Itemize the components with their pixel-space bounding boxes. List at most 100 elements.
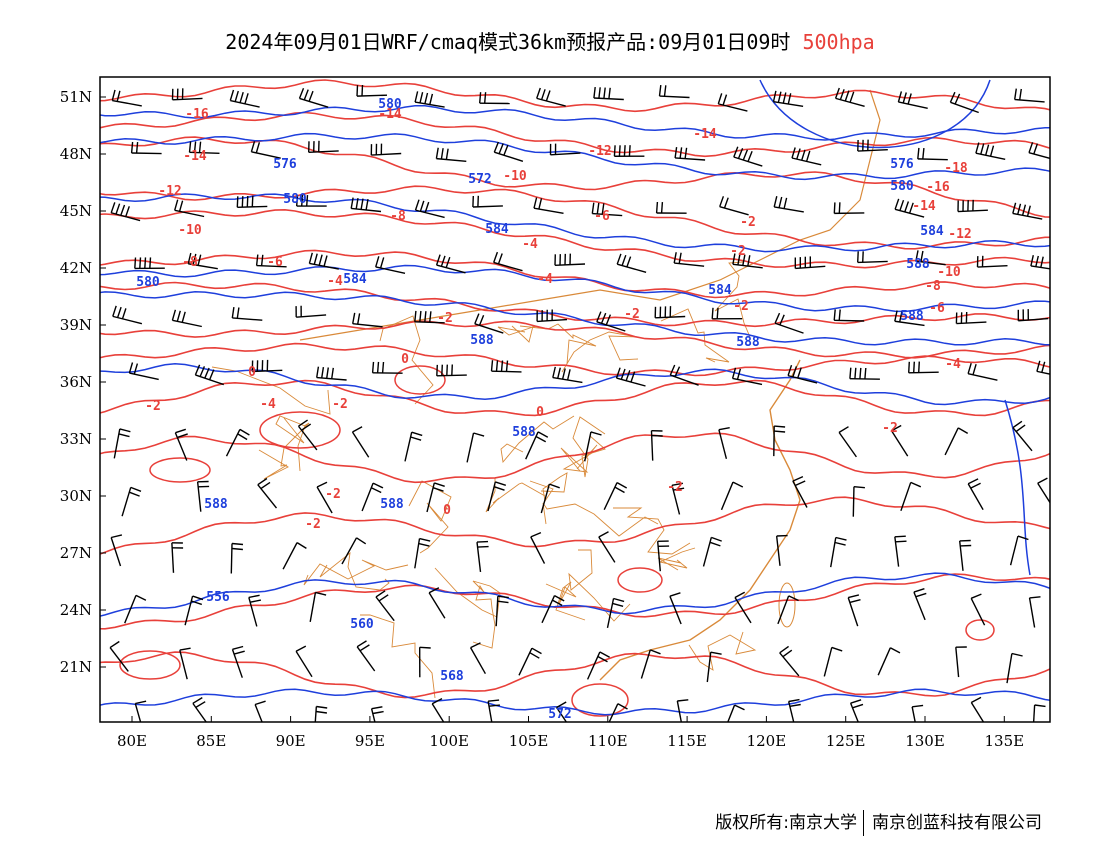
temperature-loop (571, 683, 629, 717)
title-main: 2024年09月01日WRF/cmaq模式36km预报产品:09月01日09时 (225, 30, 791, 54)
wind-barb (857, 251, 888, 264)
height-label: 588 (900, 309, 924, 324)
province-boundary (211, 366, 331, 415)
temperature-label: -6 (594, 209, 610, 224)
temperature-label: 0 (248, 365, 256, 380)
contour-labels: 580 576 572 580 584 584 580 584 588 588 588 588 588 5… (136, 97, 971, 722)
wind-barb (711, 307, 743, 320)
wind-barb (838, 426, 857, 458)
coastline (599, 359, 801, 681)
wind-barb (230, 542, 244, 574)
map-background (100, 77, 1050, 722)
wind-barb (371, 361, 403, 374)
lat-label: 36N (60, 373, 92, 391)
province-boundary (613, 507, 691, 555)
wind-barb (772, 90, 804, 107)
temperature-label: -4 (537, 272, 553, 287)
wind-barb (773, 425, 786, 457)
wind-barb (128, 362, 159, 381)
wind-barb (671, 482, 685, 515)
wind-barb (955, 646, 967, 678)
province-boundary (360, 614, 436, 699)
wind-barb (958, 539, 972, 571)
wind-barb (1028, 596, 1041, 628)
temperature-label: -4 (327, 274, 343, 289)
wind-barb (248, 594, 262, 627)
wind-barb (586, 651, 610, 680)
wind-barb (192, 697, 208, 722)
lat-label: 42N (60, 259, 92, 277)
wind-barb (779, 645, 800, 677)
province-boundary (500, 415, 575, 464)
wind-barb (418, 646, 431, 678)
temperature-contour (100, 573, 1050, 630)
wind-barb (894, 535, 907, 567)
lon-label: 130E (905, 732, 945, 750)
wind-barb (196, 480, 210, 512)
province-boundary (408, 480, 452, 554)
wind-barb (316, 366, 347, 381)
height-label: 556 (206, 590, 230, 605)
height-label: 584 (343, 272, 367, 287)
height-contour (100, 132, 1050, 181)
wind-barb (254, 700, 266, 722)
wind-barb (894, 198, 925, 218)
wind-barb (282, 542, 307, 570)
lat-label: 33N (60, 430, 92, 448)
temperature-label: -8 (925, 279, 941, 294)
wind-barb (316, 481, 333, 514)
wind-barb (194, 364, 225, 386)
wind-barb (847, 594, 861, 627)
island-outline (778, 582, 796, 628)
height-contour (100, 363, 1050, 406)
wind-barb (787, 364, 818, 384)
wind-barb (370, 143, 402, 156)
wind-barb (596, 311, 626, 332)
wind-barb (718, 427, 730, 459)
province-boundary (319, 551, 390, 591)
wind-barb (236, 195, 268, 208)
temperature-contour (100, 379, 1050, 417)
temperature-label: -10 (178, 223, 202, 238)
province-boundary (529, 472, 568, 503)
lat-label: 39N (60, 316, 92, 334)
province-boundary (688, 631, 757, 671)
temperature-label: -10 (937, 265, 961, 280)
height-label: 560 (350, 617, 374, 632)
temperature-label: -2 (437, 311, 453, 326)
wind-barb (975, 142, 1006, 160)
wind-barb (849, 367, 880, 380)
temperature-contour (100, 249, 1050, 299)
wind-barb (110, 534, 123, 567)
wind-barb (834, 87, 865, 107)
wind-barb (913, 588, 927, 621)
wind-barb (518, 647, 542, 676)
lon-label: 95E (355, 732, 385, 750)
temperature-label: -4 (260, 397, 276, 412)
wind-barb (225, 428, 250, 457)
wind-barb (731, 367, 763, 386)
wind-barb (1036, 360, 1050, 375)
wind-barb (556, 701, 568, 722)
wind-barb (549, 143, 581, 156)
wind-barb (431, 697, 445, 722)
wind-barb (351, 426, 370, 458)
wind-barb (134, 257, 165, 270)
lat-label: 48N (60, 145, 92, 163)
wind-barbs (109, 84, 1050, 722)
temperature-label: -14 (378, 107, 402, 122)
wind-barb (297, 419, 318, 451)
province-boundary (714, 261, 751, 338)
wind-barb (130, 141, 162, 155)
province-boundary (561, 331, 639, 373)
wind-barb (490, 360, 522, 373)
wind-barb (370, 706, 384, 722)
wind-barb (414, 91, 445, 108)
wind-barb (356, 84, 388, 97)
wind-barb (404, 431, 423, 462)
wind-barb (255, 254, 287, 268)
wind-barb (111, 89, 142, 107)
wind-barb (414, 537, 431, 569)
height-contour (100, 688, 1050, 716)
